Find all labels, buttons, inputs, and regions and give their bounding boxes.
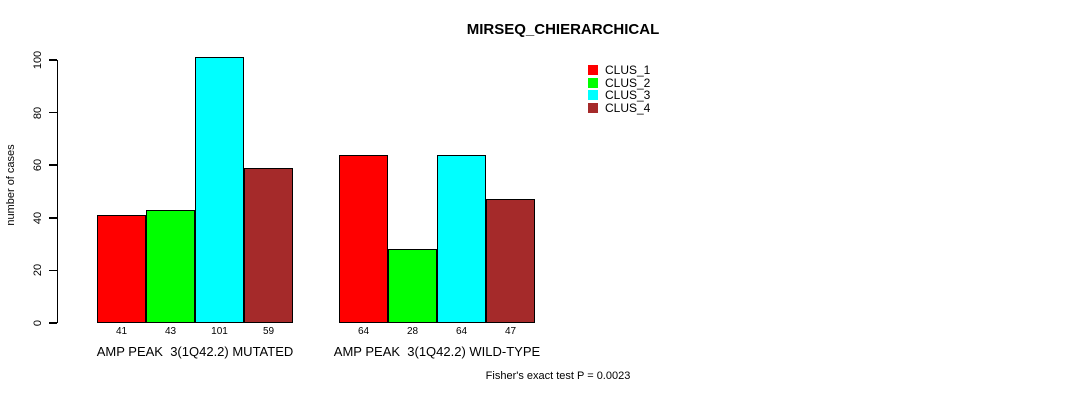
y-axis-tick bbox=[48, 322, 57, 324]
bar-clus_3 bbox=[195, 57, 244, 323]
bar-value-label: 43 bbox=[164, 326, 177, 337]
group-label: AMP PEAK 3(1Q42.2) MUTATED bbox=[96, 344, 294, 359]
y-axis-tick-label: 60 bbox=[32, 159, 44, 172]
y-axis-tick-label: 20 bbox=[32, 264, 44, 277]
y-axis-label: number of cases bbox=[5, 144, 17, 226]
bar-value-label: 47 bbox=[504, 326, 517, 337]
y-axis-tick bbox=[48, 269, 57, 272]
y-axis-tick-label: 100 bbox=[32, 50, 44, 70]
y-axis-tick-label: 0 bbox=[32, 319, 44, 327]
bar-clus_4 bbox=[244, 167, 293, 323]
bar-clus_1 bbox=[339, 154, 388, 323]
bar-clus_2 bbox=[388, 249, 437, 323]
y-axis-tick bbox=[48, 59, 57, 61]
legend-item: CLUS_4 bbox=[588, 100, 651, 115]
bar-clus_2 bbox=[146, 209, 195, 323]
legend-label: CLUS_4 bbox=[605, 100, 651, 115]
bar-value-label: 64 bbox=[455, 326, 468, 337]
legend-item: CLUS_3 bbox=[588, 88, 651, 103]
legend-swatch bbox=[588, 102, 598, 113]
bar-clus_1 bbox=[97, 215, 146, 323]
y-axis-tick-label: 80 bbox=[32, 106, 44, 119]
legend-swatch bbox=[588, 65, 598, 76]
group-label: AMP PEAK 3(1Q42.2) WILD-TYPE bbox=[333, 344, 541, 359]
legend-label: CLUS_2 bbox=[605, 75, 651, 90]
y-axis-tick bbox=[48, 217, 57, 219]
bar-value-label: 28 bbox=[406, 326, 419, 337]
y-axis-tick bbox=[48, 111, 57, 114]
footer-annotation: Fisher's exact test P = 0.0023 bbox=[485, 370, 631, 382]
legend-item: CLUS_1 bbox=[588, 63, 651, 78]
bar-clus_4 bbox=[486, 199, 535, 323]
legend-swatch bbox=[588, 90, 598, 101]
legend: CLUS_1 CLUS_2 CLUS_3 CLUS_4 bbox=[588, 63, 651, 115]
y-axis-tick bbox=[48, 164, 57, 166]
legend-item: CLUS_2 bbox=[588, 75, 651, 90]
bar-value-label: 59 bbox=[262, 326, 275, 337]
bar-value-label: 41 bbox=[115, 326, 128, 337]
y-axis-tick-label: 40 bbox=[32, 211, 44, 224]
chart-title: MIRSEQ_CHIERARCHICAL bbox=[466, 21, 660, 38]
legend-swatch bbox=[588, 77, 598, 88]
y-axis-line bbox=[56, 60, 58, 323]
legend-label: CLUS_1 bbox=[605, 63, 651, 78]
bar-value-label: 64 bbox=[357, 326, 370, 337]
legend-label: CLUS_3 bbox=[605, 88, 651, 103]
bar-clus_3 bbox=[437, 154, 486, 323]
bar-value-label: 101 bbox=[211, 326, 228, 337]
